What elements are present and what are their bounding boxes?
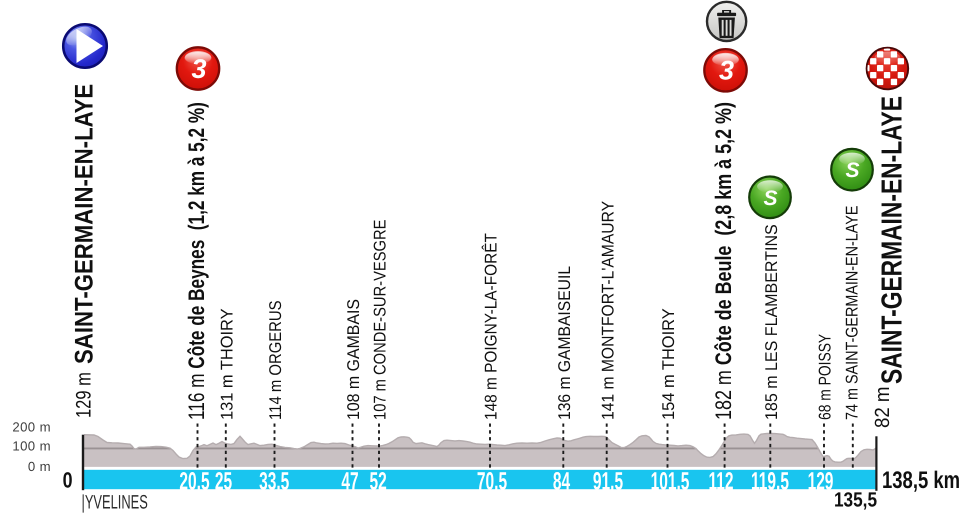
svg-text:91,5: 91,5 [593, 467, 623, 495]
svg-text:25: 25 [215, 467, 232, 495]
svg-text:182 m Côte de Beule (2,8 km à: 182 m Côte de Beule (2,8 km à 5,2 %) [711, 102, 736, 420]
svg-text:20,5: 20,5 [179, 467, 209, 495]
svg-text:154 m THOIRY: 154 m THOIRY [659, 308, 678, 420]
svg-text:0: 0 [63, 468, 73, 493]
svg-text:100 m: 100 m [12, 439, 51, 454]
svg-text:S: S [845, 159, 859, 182]
svg-text:114 m ORGERUS: 114 m ORGERUS [266, 300, 285, 420]
svg-text:101,5: 101,5 [651, 467, 690, 495]
svg-text:SAINT-GERMAIN-EN-LAYE: SAINT-GERMAIN-EN-LAYE [877, 96, 909, 384]
svg-text:135,5: 135,5 [834, 489, 877, 512]
svg-text:108 m GAMBAIS: 108 m GAMBAIS [344, 299, 363, 420]
svg-text:84: 84 [553, 467, 570, 495]
svg-text:3: 3 [191, 54, 206, 84]
svg-text:52: 52 [369, 467, 386, 495]
svg-text:112: 112 [708, 467, 733, 495]
svg-text:138,5 km: 138,5 km [882, 467, 960, 494]
svg-text:74 m SAINT-GERMAIN-EN-LAYE: 74 m SAINT-GERMAIN-EN-LAYE [842, 206, 861, 420]
svg-text:129: 129 [808, 467, 834, 495]
svg-text:82 m: 82 m [871, 387, 894, 428]
svg-text:116 m Côte de Beynes (1,2 km: 116 m Côte de Beynes (1,2 km à 5,2 %) [184, 102, 209, 420]
svg-text:141 m MONTFORT-L'AMAURY: 141 m MONTFORT-L'AMAURY [598, 201, 617, 420]
svg-text:47: 47 [341, 467, 358, 495]
svg-text:SAINT-GERMAIN-EN-LAYE: SAINT-GERMAIN-EN-LAYE [71, 84, 99, 364]
svg-text:131 m THOIRY: 131 m THOIRY [217, 308, 236, 420]
svg-text:33,5: 33,5 [259, 467, 289, 495]
svg-text:136 m GAMBAISEUIL: 136 m GAMBAISEUIL [555, 266, 574, 420]
svg-text:3: 3 [719, 56, 734, 86]
svg-text:107 m CONDE-SUR-VESGRE: 107 m CONDE-SUR-VESGRE [371, 220, 390, 420]
svg-text:119,5: 119,5 [751, 467, 789, 495]
svg-text:129 m: 129 m [73, 372, 96, 418]
svg-text:70,5: 70,5 [477, 467, 507, 495]
svg-text:200 m: 200 m [12, 420, 51, 435]
svg-text:|YVELINES: |YVELINES [82, 492, 148, 514]
svg-text:185 m LES FLAMBERTINS: 185 m LES FLAMBERTINS [762, 224, 781, 420]
svg-text:0 m: 0 m [28, 459, 51, 474]
svg-text:S: S [763, 187, 777, 210]
svg-text:68 m POISSY: 68 m POISSY [816, 334, 835, 420]
svg-text:148 m POIGNY-LA-FORÊT: 148 m POIGNY-LA-FORÊT [482, 233, 501, 420]
